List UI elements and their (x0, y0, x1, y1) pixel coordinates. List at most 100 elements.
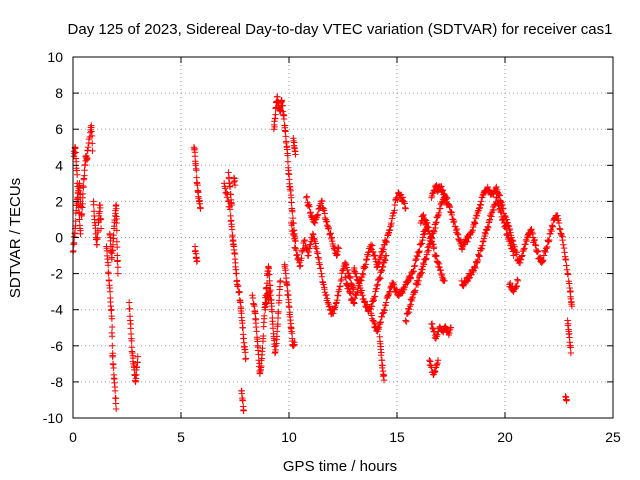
data-point (84, 154, 91, 162)
data-point (228, 201, 235, 209)
y-tick-label: 10 (47, 49, 63, 65)
data-point (385, 292, 392, 299)
data-point (391, 207, 398, 214)
data-point (410, 268, 417, 275)
data-point (377, 318, 384, 326)
data-point (560, 244, 568, 252)
data-point (242, 355, 249, 362)
data-point (226, 183, 234, 191)
data-point (112, 210, 119, 217)
data-point (113, 205, 120, 212)
data-point (313, 245, 320, 252)
data-point (194, 257, 201, 265)
data-point (113, 238, 121, 245)
data-point (386, 227, 393, 234)
data-point (310, 231, 317, 238)
data-point (559, 236, 566, 244)
data-point (88, 132, 96, 140)
data-point (71, 150, 78, 157)
data-point (426, 357, 433, 364)
data-point (421, 255, 429, 263)
data-point (519, 252, 526, 259)
data-point (108, 255, 116, 263)
data-point (435, 209, 443, 217)
data-point (560, 241, 567, 248)
data-point (227, 190, 234, 198)
data-point (430, 228, 438, 235)
data-point (464, 238, 471, 246)
data-point (558, 231, 565, 239)
data-point (429, 324, 436, 332)
data-point (321, 285, 328, 293)
data-point (439, 186, 447, 194)
data-point (197, 205, 204, 212)
data-point (376, 252, 384, 260)
data-point (531, 236, 538, 244)
data-point (334, 292, 342, 299)
data-point (386, 288, 393, 296)
data-point (109, 353, 116, 361)
data-point (326, 230, 334, 238)
data-point (300, 237, 308, 245)
data-point (257, 367, 264, 375)
data-point (412, 287, 419, 294)
data-point (436, 264, 443, 271)
data-point (289, 227, 296, 235)
y-tick-label: 0 (55, 230, 63, 246)
y-tick-label: 6 (55, 121, 63, 137)
data-point (484, 183, 491, 191)
data-point (474, 256, 482, 264)
data-point (556, 225, 563, 232)
data-point (484, 223, 491, 230)
data-point (114, 270, 122, 277)
data-point (495, 202, 503, 209)
data-point (361, 298, 369, 305)
data-point (133, 363, 141, 371)
data-point (471, 220, 479, 227)
data-point (528, 226, 535, 233)
data-point (389, 210, 397, 217)
data-point (284, 282, 291, 289)
data-point (134, 358, 141, 366)
data-point (312, 216, 320, 223)
data-point (346, 289, 354, 296)
data-point (523, 237, 530, 245)
data-point (417, 270, 424, 277)
data-point (442, 198, 450, 206)
data-point (318, 273, 326, 280)
data-point (418, 269, 426, 276)
data-point (427, 358, 434, 365)
data-point (453, 225, 461, 233)
data-point (385, 230, 392, 238)
data-point (391, 201, 399, 209)
data-point (73, 158, 80, 165)
data-point (371, 293, 378, 301)
data-point (342, 260, 350, 268)
data-point (104, 262, 112, 269)
data-point (280, 115, 288, 123)
data-point (555, 215, 562, 223)
axis-ticks (72, 56, 614, 419)
tick-labels: 0 5 10 15 20 25 -10 -8 -6 -4 -2 0 2 4 6 8 10 (43, 49, 621, 445)
data-point (96, 208, 103, 215)
sdtvar-series (69, 93, 576, 414)
data-point (548, 227, 555, 235)
data-point (114, 263, 122, 271)
data-point (108, 315, 116, 322)
y-tick-label: 2 (55, 193, 63, 209)
data-point (564, 271, 572, 278)
data-point (425, 227, 433, 235)
data-point (419, 266, 426, 273)
data-point (567, 344, 574, 351)
data-point (109, 247, 116, 254)
data-point (402, 205, 409, 212)
data-point (261, 312, 268, 320)
data-point (469, 227, 476, 234)
data-point (76, 216, 83, 223)
data-point (111, 387, 119, 395)
data-point (472, 264, 479, 272)
data-point (437, 205, 444, 212)
data-point (315, 254, 322, 261)
data-point (374, 281, 381, 288)
